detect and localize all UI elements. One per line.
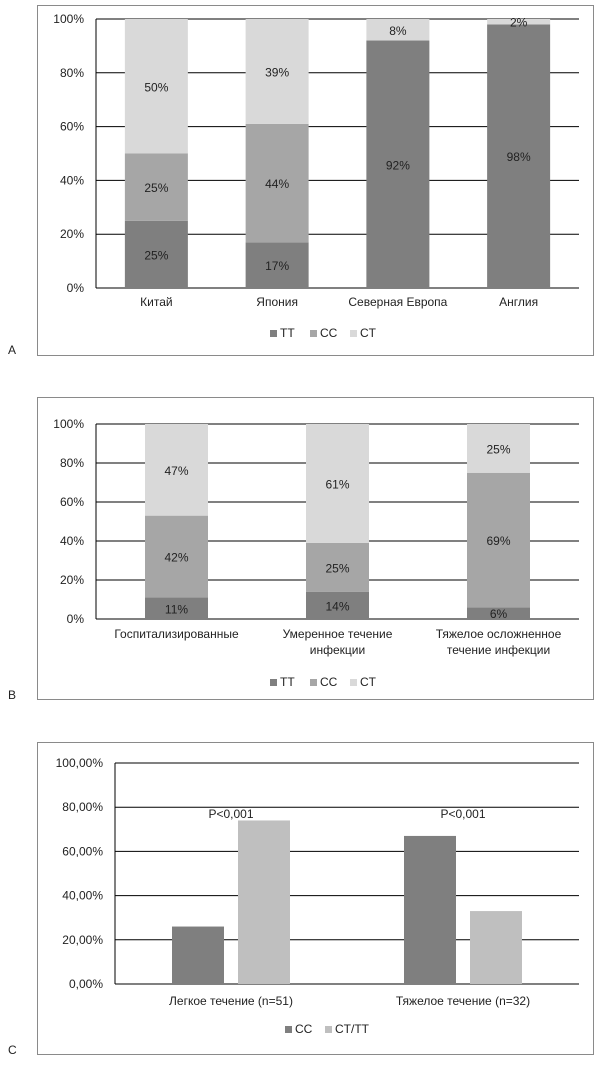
data-label: 25% bbox=[325, 561, 349, 575]
y-tick-label: 0% bbox=[67, 612, 85, 626]
chart-panel-a: 0% 20% 40% 60% 80% 100% 25% 25% 50% Китай 17% 44% 39… bbox=[37, 5, 594, 356]
x-category-label: Тяжелое течение (n=32) bbox=[396, 994, 530, 1008]
bar-cc bbox=[172, 926, 224, 984]
data-label: 69% bbox=[486, 534, 510, 548]
x-category-label: Умеренное течение bbox=[283, 627, 393, 641]
chart-c-svg: 0,00% 20,00% 40,00% 60,00% 80,00% 100,00% P<0,… bbox=[56, 756, 579, 1036]
bar-segment-tt bbox=[145, 597, 208, 619]
data-label: 92% bbox=[386, 158, 410, 172]
x-category-label: Англия bbox=[499, 295, 538, 309]
x-category-label: Китай bbox=[140, 295, 172, 309]
y-tick-label: 0,00% bbox=[69, 977, 103, 991]
chart-panel-c: 0,00% 20,00% 40,00% 60,00% 80,00% 100,00% P<0,… bbox=[37, 742, 594, 1055]
y-tick-label: 80% bbox=[60, 456, 84, 470]
bar-segment-ct bbox=[467, 424, 530, 473]
data-label: 47% bbox=[164, 464, 188, 478]
bar-segment-ct bbox=[487, 19, 551, 25]
y-tick-label: 80% bbox=[60, 66, 84, 80]
bar-segment-tt bbox=[467, 607, 530, 619]
data-label: 44% bbox=[265, 177, 289, 191]
x-category-label: Тяжелое осложненное bbox=[436, 627, 562, 641]
legend-swatch bbox=[310, 330, 317, 337]
bar-segment-ct bbox=[145, 424, 208, 516]
y-tick-label: 20,00% bbox=[62, 933, 103, 947]
bar-cc bbox=[404, 835, 456, 984]
y-tick-label: 60,00% bbox=[62, 844, 103, 858]
y-tick-label: 40,00% bbox=[62, 889, 103, 903]
bar-segment-cc bbox=[145, 515, 208, 598]
chart-panel-b: 0% 20% 40% 60% 80% 100% 11% 42% 47% Госпитализиро… bbox=[37, 397, 594, 700]
bar-segment-tt bbox=[306, 591, 369, 619]
legend-swatch bbox=[270, 679, 277, 686]
bar-segment-ct bbox=[124, 19, 188, 154]
legend-label: CT/TT bbox=[335, 1022, 370, 1036]
data-label: 25% bbox=[144, 248, 168, 262]
y-tick-label: 100% bbox=[53, 12, 84, 26]
data-label: 50% bbox=[144, 80, 168, 94]
data-label: 14% bbox=[325, 599, 349, 613]
y-tick-label: 100,00% bbox=[56, 756, 104, 770]
bar-segment-ct bbox=[306, 424, 369, 543]
y-tick-label: 0% bbox=[67, 281, 85, 295]
bar-segment-cc bbox=[245, 123, 309, 243]
bar-segment-cc bbox=[124, 153, 188, 221]
legend-label: CT bbox=[360, 326, 377, 340]
x-category-label: инфекции bbox=[310, 643, 365, 657]
y-tick-label: 60% bbox=[60, 120, 84, 134]
legend-swatch bbox=[350, 679, 357, 686]
x-category-label: Легкое течение (n=51) bbox=[169, 994, 293, 1008]
data-label: 2% bbox=[510, 16, 528, 30]
legend-swatch bbox=[325, 1026, 332, 1033]
panel-letter-c: C bbox=[8, 1043, 17, 1057]
legend-swatch bbox=[270, 330, 277, 337]
y-tick-label: 40% bbox=[60, 534, 84, 548]
legend-label: CT bbox=[360, 675, 377, 689]
y-tick-label: 20% bbox=[60, 227, 84, 241]
legend-swatch bbox=[350, 330, 357, 337]
chart-b-svg: 0% 20% 40% 60% 80% 100% 11% 42% 47% Госпитализиро… bbox=[53, 417, 579, 689]
x-category-label: Госпитализированные bbox=[114, 627, 239, 641]
panel-letter-a: A bbox=[8, 343, 17, 357]
bar-segment-ct bbox=[245, 19, 309, 124]
bar-segment-tt bbox=[124, 220, 188, 288]
chart-a-svg: 0% 20% 40% 60% 80% 100% 25% 25% 50% Китай 17% 44% 39… bbox=[53, 12, 579, 340]
y-tick-label: 40% bbox=[60, 173, 84, 187]
data-label: 25% bbox=[144, 181, 168, 195]
legend-label: TT bbox=[280, 675, 295, 689]
data-label: 39% bbox=[265, 65, 289, 79]
legend-swatch bbox=[285, 1026, 292, 1033]
data-label: 61% bbox=[325, 477, 349, 491]
p-value-annotation: P<0,001 bbox=[208, 807, 253, 821]
bar-segment-cc bbox=[306, 542, 369, 592]
legend-label: CC bbox=[320, 675, 338, 689]
data-label: 25% bbox=[486, 442, 510, 456]
x-category-label: Япония bbox=[256, 295, 298, 309]
bar-segment-cc bbox=[467, 472, 530, 608]
legend-label: TT bbox=[280, 326, 295, 340]
x-category-label: Северная Европа bbox=[348, 295, 447, 309]
legend-label: CC bbox=[295, 1022, 313, 1036]
data-label: 11% bbox=[165, 602, 188, 616]
y-tick-label: 20% bbox=[60, 573, 84, 587]
p-value-annotation: P<0,001 bbox=[440, 807, 485, 821]
bar-ct-tt bbox=[238, 820, 290, 984]
y-tick-label: 60% bbox=[60, 495, 84, 509]
legend-label: CC bbox=[320, 326, 338, 340]
y-tick-label: 100% bbox=[53, 417, 84, 431]
data-label: 42% bbox=[164, 551, 188, 565]
bar-segment-tt bbox=[245, 242, 309, 288]
x-category-label: течение инфекции bbox=[447, 643, 550, 657]
bar-segment-tt bbox=[366, 40, 430, 288]
data-label: 17% bbox=[265, 259, 289, 273]
y-tick-label: 80,00% bbox=[62, 800, 103, 814]
panel-letter-b: B bbox=[8, 688, 17, 702]
data-label: 6% bbox=[490, 607, 508, 621]
data-label: 8% bbox=[389, 24, 407, 38]
data-label: 98% bbox=[507, 150, 531, 164]
bar-segment-tt bbox=[487, 24, 551, 288]
bar-ct-tt bbox=[470, 911, 522, 984]
legend-swatch bbox=[310, 679, 317, 686]
bar-segment-ct bbox=[366, 19, 430, 41]
